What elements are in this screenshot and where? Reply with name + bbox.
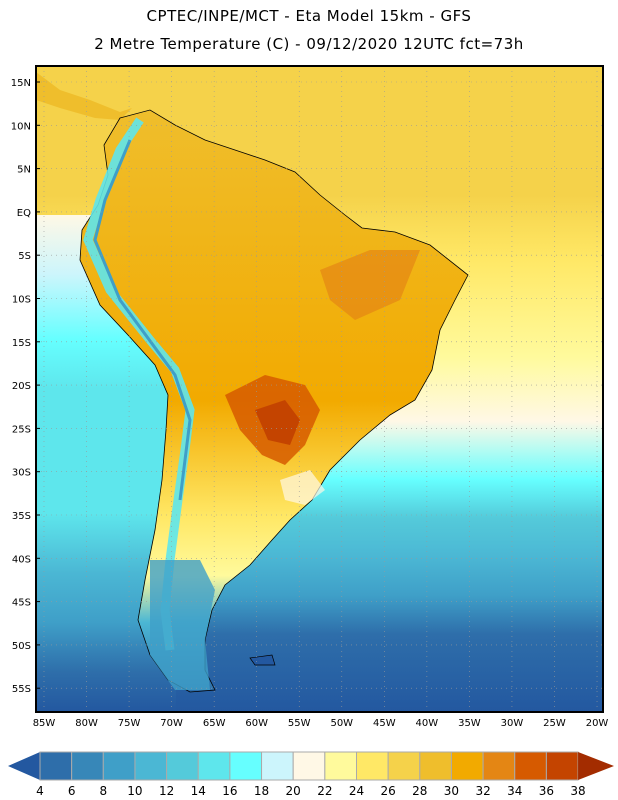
colorbar-label: 36 [539, 784, 554, 798]
lat-label: 30S [12, 468, 31, 479]
map-field [36, 66, 603, 712]
colorbar-label: 18 [254, 784, 269, 798]
colorbar-label: 8 [99, 784, 107, 798]
lat-label: 10S [12, 295, 31, 306]
lat-label: 55S [12, 684, 31, 695]
colorbar-box [166, 751, 199, 781]
colorbar-label: 30 [444, 784, 459, 798]
colorbar-box [450, 751, 484, 781]
lat-label: 15N [11, 78, 31, 89]
colorbar-label: 22 [317, 784, 332, 798]
colorbar-box [39, 751, 73, 781]
lat-label: 20S [12, 381, 31, 392]
lat-label: EQ [17, 208, 31, 219]
lat-label: 5S [18, 251, 31, 262]
lat-label: 15S [12, 338, 31, 349]
colorbar-box [387, 751, 421, 781]
colorbar-label: 20 [286, 784, 301, 798]
lat-label: 50S [12, 641, 31, 652]
colorbar-label: 4 [36, 784, 44, 798]
colorbar-label: 16 [222, 784, 237, 798]
lat-label: 45S [12, 598, 31, 609]
lon-label: 25W [543, 718, 566, 729]
longitude-labels: 85W 80W 75W 70W 65W 60W 55W 50W 45W 40W 35W 30W 25W 2… [33, 718, 609, 729]
latitude-labels: 15N 10N 5N EQ 5S 10S 15S 20S 25S 30S 35S 40S 45S 50S 5… [11, 78, 40, 695]
colorbar-box [261, 751, 294, 781]
map-frame [35, 65, 604, 713]
colorbar: 4 6 8 10 12 14 16 18 20 22 24 26 28 30 32 34 36 38 [8, 751, 614, 798]
lat-label: 40S [12, 554, 31, 565]
title-source: CPTEC/INPE/MCT - Eta Model 15km - GFS [146, 7, 472, 25]
colorbar-label: 28 [412, 784, 427, 798]
lon-label: 55W [288, 718, 311, 729]
lon-label: 65W [203, 718, 226, 729]
lon-label: 45W [373, 718, 396, 729]
lat-label: 5N [17, 165, 31, 176]
title-variable: 2 Metre Temperature (C) - 09/12/2020 12U… [94, 35, 524, 53]
colorbar-label: 14 [191, 784, 206, 798]
lat-label: 25S [12, 424, 31, 435]
lon-label: 75W [118, 718, 141, 729]
colorbar-box [229, 751, 263, 781]
lon-label: 35W [458, 718, 481, 729]
lon-label: 80W [75, 718, 98, 729]
lon-label: 30W [501, 718, 524, 729]
lon-label: 85W [33, 718, 56, 729]
colorbar-label: 26 [381, 784, 396, 798]
falkland-islands [249, 654, 276, 666]
lon-label: 50W [330, 718, 353, 729]
colorbar-box [356, 751, 389, 781]
lon-label: 20W [586, 718, 609, 729]
colorbar-label: 32 [475, 784, 490, 798]
colorbar-box [134, 751, 168, 781]
lat-label: 10N [11, 121, 31, 132]
patagonia-cold [150, 560, 215, 690]
colorbar-label: 6 [68, 784, 76, 798]
colorbar-box [71, 751, 104, 781]
colorbar-under-arrow [8, 752, 40, 780]
lon-label: 70W [160, 718, 183, 729]
colorbar-over-arrow [578, 752, 614, 780]
colorbar-box [324, 751, 358, 781]
central-america [36, 72, 132, 120]
colorbar-box [197, 751, 231, 781]
colorbar-label: 34 [507, 784, 522, 798]
colorbar-box [514, 751, 547, 781]
colorbar-box [419, 751, 452, 781]
colorbar-box [545, 751, 579, 781]
colorbar-label: 24 [349, 784, 364, 798]
colorbar-label: 12 [159, 784, 174, 798]
colorbar-label: 38 [570, 784, 585, 798]
colorbar-box [102, 751, 136, 781]
lon-label: 40W [416, 718, 439, 729]
lat-label: 35S [12, 511, 31, 522]
colorbar-box [292, 751, 326, 781]
colorbar-box [482, 751, 516, 781]
lon-label: 60W [245, 718, 268, 729]
colorbar-label: 10 [127, 784, 142, 798]
